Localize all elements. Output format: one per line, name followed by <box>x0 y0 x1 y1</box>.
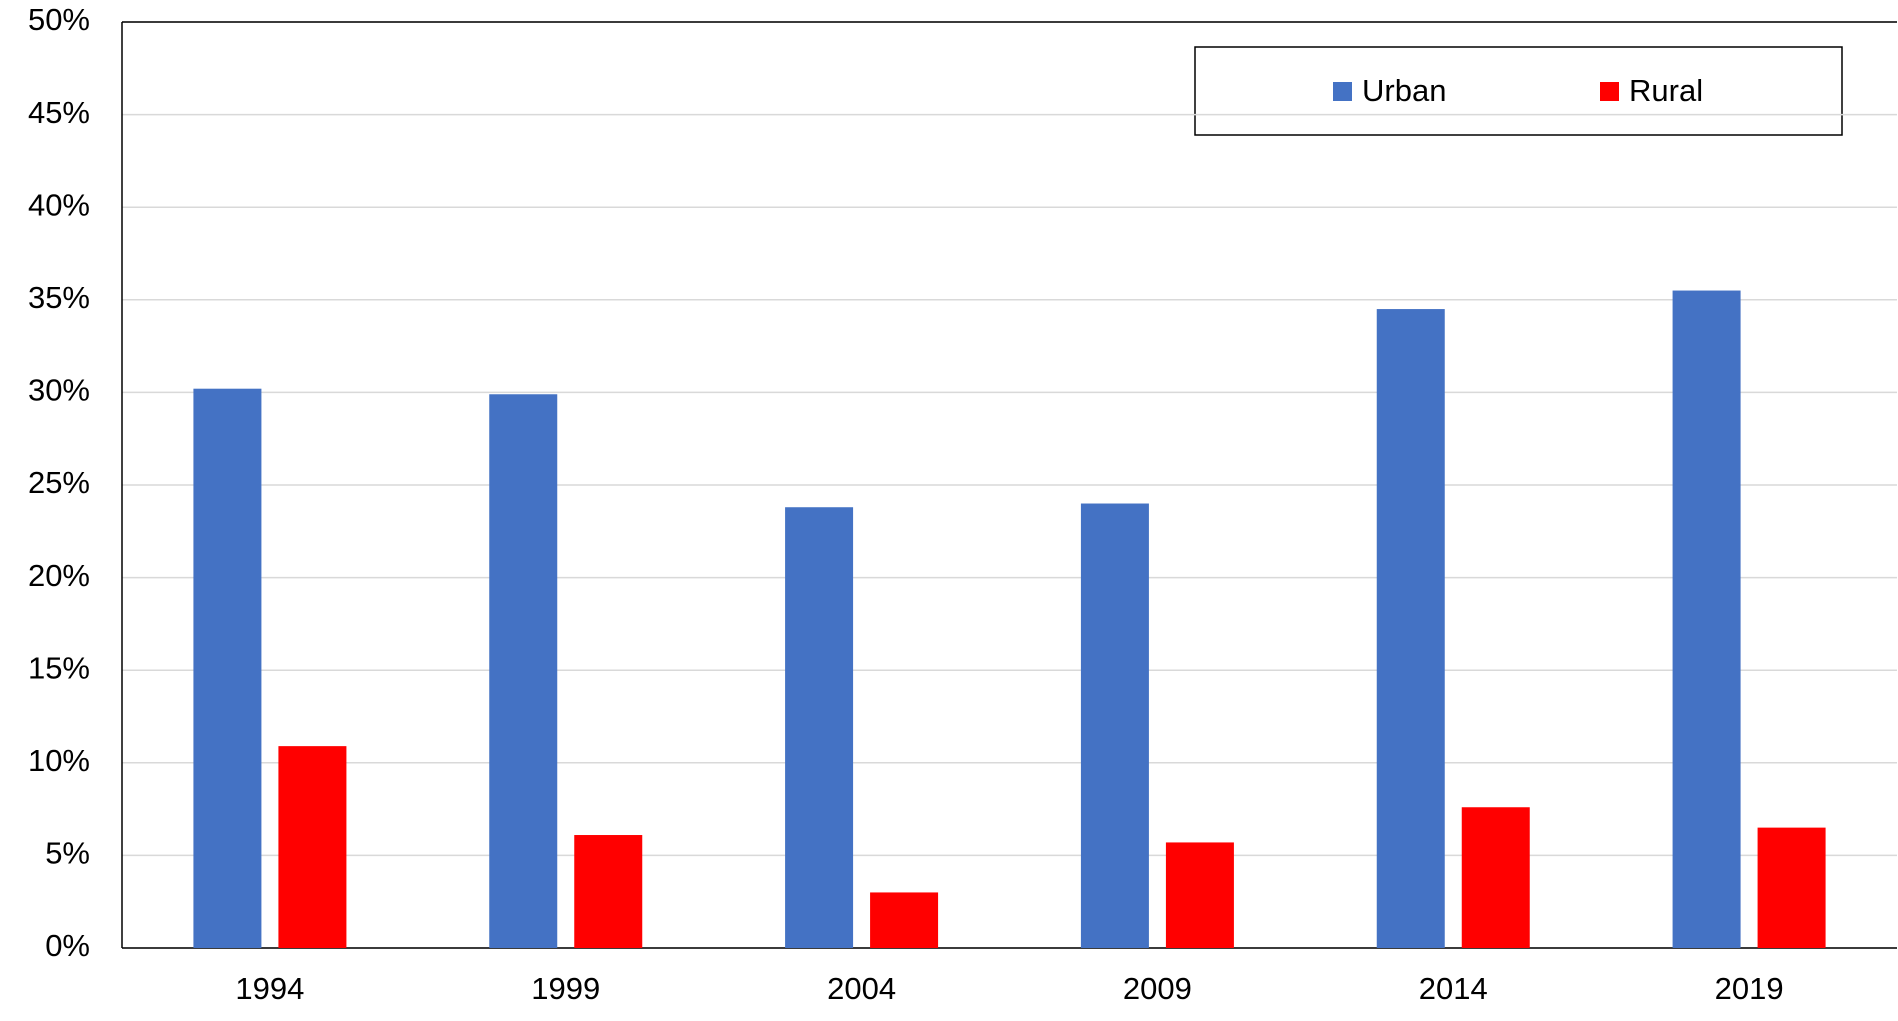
x-tick-label: 2004 <box>827 971 896 1006</box>
bar <box>1376 309 1445 948</box>
x-tick-label: 2019 <box>1715 971 1784 1006</box>
legend-label: Urban <box>1362 73 1446 108</box>
y-tick-label: 50% <box>28 2 90 37</box>
legend-swatch <box>1600 82 1619 101</box>
y-tick-label: 10% <box>28 743 90 778</box>
y-tick-label: 5% <box>45 836 90 871</box>
bar <box>1461 807 1530 948</box>
bar <box>1165 842 1234 948</box>
y-tick-label: 15% <box>28 650 90 685</box>
y-tick-label: 20% <box>28 558 90 593</box>
bar <box>574 835 643 948</box>
bar <box>278 746 347 948</box>
y-tick-label: 30% <box>28 373 90 408</box>
y-tick-label: 0% <box>45 928 90 963</box>
x-tick-label: 2014 <box>1419 971 1488 1006</box>
x-tick-label: 2009 <box>1123 971 1192 1006</box>
y-tick-label: 40% <box>28 187 90 222</box>
bar <box>1672 290 1741 948</box>
x-tick-label: 1999 <box>531 971 600 1006</box>
bar <box>1080 503 1149 948</box>
x-tick-label: 1994 <box>235 971 304 1006</box>
bar <box>785 507 854 948</box>
legend-label: Rural <box>1629 73 1703 108</box>
bar <box>870 892 939 948</box>
bar <box>489 394 558 948</box>
legend-swatch <box>1333 82 1352 101</box>
bar <box>193 388 262 948</box>
y-tick-label: 45% <box>28 95 90 130</box>
y-tick-label: 25% <box>28 465 90 500</box>
y-tick-label: 35% <box>28 280 90 315</box>
legend-box <box>1194 46 1843 136</box>
bar <box>1757 827 1826 948</box>
